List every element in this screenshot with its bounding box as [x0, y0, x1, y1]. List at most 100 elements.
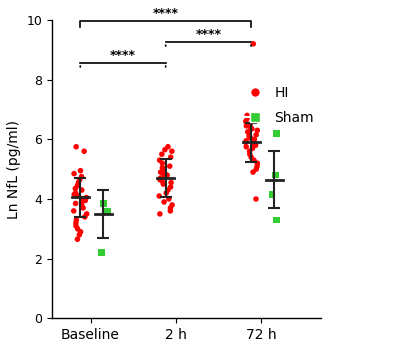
Point — [253, 132, 259, 138]
Point — [161, 199, 167, 205]
Text: ****: **** — [153, 7, 179, 20]
Point — [71, 192, 78, 197]
Point — [74, 183, 81, 188]
Point — [244, 113, 250, 118]
Point — [242, 140, 249, 145]
Point — [163, 190, 170, 196]
Point — [73, 217, 80, 223]
Point — [166, 196, 172, 202]
Point — [82, 214, 88, 220]
Point — [247, 125, 254, 130]
Point — [244, 116, 250, 121]
Point — [79, 187, 85, 193]
Point — [254, 163, 260, 169]
Point — [71, 171, 77, 176]
Point — [253, 196, 259, 202]
Point — [157, 211, 163, 217]
Point — [246, 131, 252, 136]
Point — [84, 211, 90, 217]
Point — [161, 166, 168, 172]
Point — [249, 126, 255, 132]
Text: ****: **** — [110, 49, 136, 62]
Point — [156, 157, 163, 163]
Point — [251, 157, 257, 163]
Point — [73, 220, 79, 226]
Point — [165, 144, 171, 150]
Point — [167, 184, 174, 190]
Point — [254, 127, 260, 133]
Point — [158, 169, 164, 175]
Point — [72, 186, 78, 191]
Point — [249, 146, 256, 151]
Point — [167, 205, 174, 211]
Point — [250, 141, 256, 147]
Point — [78, 202, 85, 208]
Point — [168, 154, 174, 160]
Point — [82, 198, 88, 203]
Point — [269, 192, 275, 197]
Point — [73, 223, 79, 229]
Point — [242, 119, 249, 124]
Point — [166, 163, 173, 169]
Point — [160, 181, 166, 187]
Point — [251, 136, 258, 142]
Point — [159, 151, 165, 157]
Point — [159, 178, 165, 184]
Point — [247, 135, 254, 141]
Point — [273, 217, 280, 223]
Point — [78, 174, 85, 179]
Point — [74, 237, 81, 242]
Point — [250, 169, 256, 175]
Point — [243, 144, 250, 150]
Point — [160, 168, 166, 173]
Point — [162, 147, 168, 153]
Point — [75, 193, 82, 199]
Point — [167, 208, 174, 214]
Point — [80, 196, 87, 202]
Point — [72, 201, 79, 206]
Point — [243, 138, 249, 143]
Point — [247, 121, 253, 127]
Point — [78, 229, 84, 235]
Point — [246, 134, 252, 139]
Point — [77, 168, 84, 173]
Point — [74, 226, 81, 232]
Point — [72, 190, 79, 196]
Point — [169, 148, 175, 154]
Point — [252, 142, 259, 148]
Point — [244, 129, 251, 135]
Point — [250, 41, 256, 47]
Point — [98, 250, 105, 255]
Point — [273, 131, 280, 136]
Point — [159, 161, 166, 166]
Point — [272, 172, 278, 178]
Point — [157, 175, 164, 181]
Point — [253, 166, 260, 172]
Legend: HI, Sham: HI, Sham — [236, 81, 320, 131]
Text: ****: **** — [195, 28, 221, 41]
Point — [161, 174, 168, 179]
Point — [243, 123, 250, 129]
Point — [100, 201, 107, 206]
Point — [248, 154, 254, 160]
Point — [157, 177, 163, 183]
Point — [73, 144, 79, 150]
Point — [156, 193, 162, 199]
Point — [165, 187, 171, 193]
Point — [80, 205, 86, 211]
Y-axis label: Ln NfL (pg/ml): Ln NfL (pg/ml) — [7, 120, 21, 218]
Point — [75, 180, 82, 185]
Point — [76, 177, 83, 183]
Point — [246, 151, 253, 157]
Point — [159, 165, 166, 170]
Point — [160, 171, 166, 176]
Point — [254, 161, 260, 166]
Point — [169, 202, 175, 208]
Point — [168, 180, 174, 185]
Point — [76, 232, 82, 238]
Point — [70, 208, 77, 214]
Point — [78, 199, 85, 205]
Point — [104, 208, 111, 214]
Point — [164, 172, 170, 178]
Point — [81, 148, 87, 154]
